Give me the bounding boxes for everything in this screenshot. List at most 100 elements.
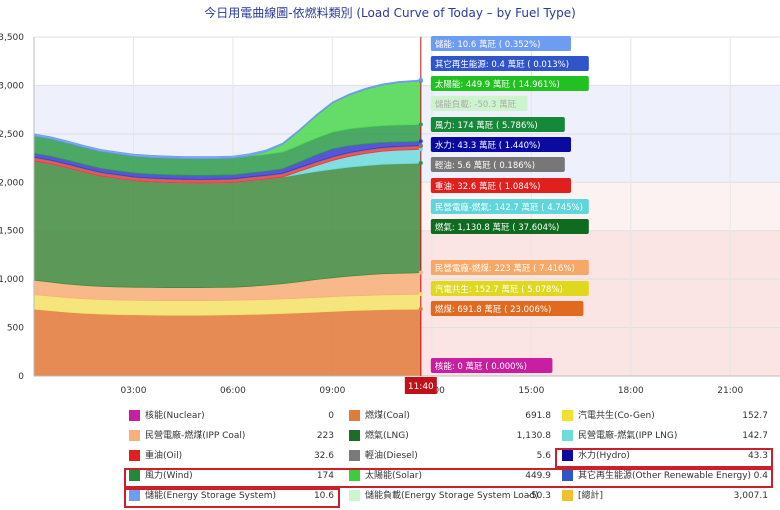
marker-dot	[418, 147, 423, 152]
marker-dot	[418, 161, 423, 166]
tooltip-text: 儲能負載: -50.3 萬瓩	[435, 99, 517, 110]
legend-item[interactable]: 重油(Oil) 32.6	[125, 447, 338, 465]
legend-item[interactable]: 其它再生能源(Other Renewable Energy) 0.4	[558, 467, 772, 485]
legend-swatch	[349, 470, 360, 481]
legend-label: 民營電廠-燃氣(IPP LNG)	[578, 431, 678, 441]
legend-swatch	[562, 450, 573, 461]
legend-item[interactable]: 民營電廠-燃煤(IPP Coal) 223	[125, 427, 338, 445]
legend-item[interactable]: [總計] 3,007.1	[558, 487, 772, 505]
legend-item[interactable]: 燃煤(Coal) 691.8	[345, 407, 555, 425]
tooltip-box	[430, 178, 572, 193]
x-tick-label: 18:00	[618, 386, 644, 396]
marker-dot	[418, 122, 423, 127]
tooltip-text: 風力: 174 萬瓩 ( 5.786%)	[435, 120, 538, 131]
tooltip-text: 汽電共生: 152.7 萬瓩 ( 5.078%)	[435, 284, 563, 295]
legend-value: 152.7	[742, 411, 768, 421]
marker-dot	[418, 143, 423, 148]
legend-swatch	[349, 410, 360, 421]
legend-value: 3,007.1	[733, 491, 768, 501]
legend-value: 32.6	[313, 451, 334, 461]
legend-label: 其它再生能源(Other Renewable Energy)	[578, 471, 752, 481]
legend-label: 水力(Hydro)	[578, 451, 630, 461]
tooltip-box	[430, 76, 589, 91]
tooltip-text: 燃氣: 1,130.8 萬瓩 ( 37.604%)	[435, 222, 560, 233]
legend-value: 142.7	[742, 431, 768, 441]
current-time-label: 11:40	[408, 382, 434, 392]
legend-label: 核能(Nuclear)	[145, 411, 205, 421]
legend-swatch	[349, 490, 360, 501]
tooltip-text: 核能: 0 萬瓩 ( 0.000%)	[435, 361, 527, 372]
legend-item[interactable]: 儲能負載(Energy Storage System Load) -50.3	[345, 487, 555, 505]
tooltip-box	[430, 56, 589, 71]
legend-swatch	[129, 470, 140, 481]
area-series[interactable]	[33, 308, 422, 377]
y-tick-label: 0	[18, 372, 24, 382]
tooltip-box	[430, 358, 553, 373]
marker-dot	[418, 139, 423, 144]
legend-item[interactable]: 燃氣(LNG) 1,130.8	[345, 427, 555, 445]
tooltip-box	[430, 157, 565, 172]
legend-value: 449.9	[525, 471, 551, 481]
legend-item[interactable]: 民營電廠-燃氣(IPP LNG) 142.7	[558, 427, 772, 445]
tooltip-text: 輕油: 5.6 萬瓩 ( 0.186%)	[435, 160, 535, 171]
legend: 核能(Nuclear) 0 燃煤(Coal) 691.8 汽電共生(Co-Gen) 152…	[0, 404, 780, 510]
x-tick-label: 09:00	[319, 386, 345, 396]
y-tick-label: 3,500	[0, 33, 24, 43]
legend-item[interactable]: 太陽能(Solar) 449.9	[345, 467, 555, 485]
y-tick-label: 1,500	[0, 227, 24, 237]
tooltip-box	[430, 281, 589, 296]
tooltip-box	[430, 260, 589, 275]
tooltip-box	[430, 36, 572, 51]
y-tick-label: 2,500	[0, 130, 24, 140]
legend-item[interactable]: 風力(Wind) 174	[125, 467, 338, 485]
legend-value: 10.6	[313, 491, 334, 501]
legend-value: 174	[316, 471, 334, 481]
x-tick-label: 06:00	[220, 386, 246, 396]
legend-value: 43.3	[747, 451, 768, 461]
legend-swatch	[562, 470, 573, 481]
tooltip-text: 民營電廠-燃氣: 142.7 萬瓩 ( 4.745%)	[435, 202, 583, 213]
tooltip-box	[430, 137, 572, 152]
legend-swatch	[129, 490, 140, 501]
tooltip-text: 民營電廠-燃煤: 223 萬瓩 ( 7.416%)	[435, 263, 575, 274]
legend-label: 輕油(Diesel)	[365, 451, 418, 461]
legend-swatch	[129, 450, 140, 461]
marker-dot	[418, 77, 423, 82]
legend-label: 儲能負載(Energy Storage System Load)	[365, 491, 539, 501]
tooltip-text: 太陽能: 449.9 萬瓩 ( 14.961%)	[435, 79, 560, 90]
legend-value: 1,130.8	[516, 431, 551, 441]
marker-dot	[418, 270, 423, 275]
tooltip-text: 重油: 32.6 萬瓩 ( 1.084%)	[435, 181, 541, 192]
legend-label: 太陽能(Solar)	[365, 471, 422, 481]
legend-value: 223	[316, 431, 334, 441]
legend-swatch	[562, 490, 573, 501]
legend-item[interactable]: 汽電共生(Co-Gen) 152.7	[558, 407, 772, 425]
legend-value: 5.6	[536, 451, 551, 461]
tooltip-box	[430, 96, 528, 111]
y-tick-label: 3,000	[0, 81, 24, 91]
legend-swatch	[562, 410, 573, 421]
legend-item[interactable]: 輕油(Diesel) 5.6	[345, 447, 555, 465]
legend-label: 儲能(Energy Storage System)	[145, 491, 277, 501]
y-tick-label: 1,000	[0, 275, 24, 285]
legend-label: 燃氣(LNG)	[365, 431, 409, 441]
legend-label: [總計]	[578, 491, 604, 501]
legend-item[interactable]: 核能(Nuclear) 0	[125, 407, 338, 425]
load-curve-chart[interactable]: 0 500 1,000 1,500 2,000 2,500 3,000 3,500 03:00 0…	[0, 0, 780, 404]
legend-label: 燃煤(Coal)	[365, 411, 410, 421]
chart-title: 今日用電曲線圖-依燃料類別 (Load Curve of Today – by …	[204, 6, 576, 20]
marker-dot	[418, 292, 423, 297]
y-tick-label: 500	[7, 324, 24, 334]
marker-dot	[418, 306, 423, 311]
x-tick-label: 21:00	[717, 386, 743, 396]
legend-swatch	[349, 430, 360, 441]
tooltip-text: 水力: 43.3 萬瓩 ( 1.440%)	[435, 140, 541, 151]
current-time-badge	[404, 377, 437, 394]
legend-item[interactable]: 儲能(Energy Storage System) 10.6	[125, 487, 338, 505]
legend-item[interactable]: 水力(Hydro) 43.3	[558, 447, 772, 465]
legend-label: 民營電廠-燃煤(IPP Coal)	[145, 431, 246, 441]
tooltip-text: 其它再生能源: 0.4 萬瓩 ( 0.013%)	[435, 59, 569, 70]
legend-swatch	[349, 450, 360, 461]
legend-label: 風力(Wind)	[145, 471, 193, 481]
legend-swatch	[129, 430, 140, 441]
